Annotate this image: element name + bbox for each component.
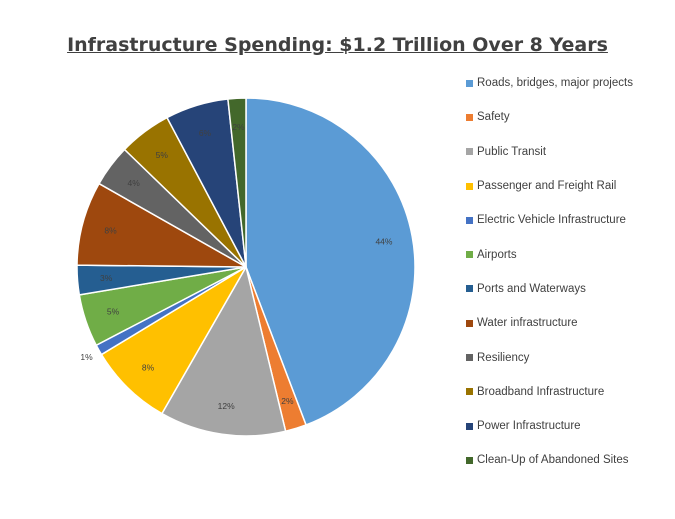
- legend-item-public-transit: Public Transit: [466, 135, 633, 169]
- legend-label: Water infrastructure: [477, 317, 578, 330]
- data-label-safety: 2%: [281, 396, 294, 406]
- legend-label: Passenger and Freight Rail: [477, 180, 617, 193]
- legend-label: Safety: [477, 111, 510, 124]
- data-label-clean-up-of-abandoned-sites: 2%: [232, 122, 245, 132]
- legend-item-airports: Airports: [466, 237, 633, 271]
- legend-item-passenger-and-freight-rail: Passenger and Freight Rail: [466, 169, 633, 203]
- legend-label: Roads, bridges, major projects: [477, 77, 633, 90]
- legend-label: Broadband Infrastructure: [477, 385, 605, 398]
- data-label-passenger-and-freight-rail: 8%: [142, 362, 155, 372]
- data-label-broadband-infrastructure: 5%: [156, 150, 169, 160]
- data-label-ports-and-waterways: 3%: [100, 273, 113, 283]
- data-label-electric-vehicle-infrastructure: 1%: [80, 352, 93, 362]
- legend-swatch: [466, 148, 473, 156]
- legend-label: Airports: [477, 248, 517, 261]
- legend-item-roads-bridges-major-projects: Roads, bridges, major projects: [466, 66, 633, 100]
- legend: Roads, bridges, major projects Safety Publ…: [466, 66, 633, 478]
- legend-label: Ports and Waterways: [477, 282, 586, 295]
- pie-slice-clean-up-of-abandoned-sites: [227, 97, 247, 268]
- legend-item-ports-and-waterways: Ports and Waterways: [466, 272, 633, 306]
- legend-item-clean-up-of-abandoned-sites: Clean-Up of Abandoned Sites: [466, 443, 633, 477]
- legend-label: Electric Vehicle Infrastructure: [477, 214, 626, 227]
- legend-swatch: [466, 79, 473, 87]
- legend-item-electric-vehicle-infrastructure: Electric Vehicle Infrastructure: [466, 203, 633, 237]
- legend-label: Resiliency: [477, 351, 530, 364]
- data-label-airports: 5%: [107, 307, 120, 317]
- data-label-water-infrastructure: 8%: [104, 225, 117, 235]
- legend-label: Clean-Up of Abandoned Sites: [477, 454, 629, 467]
- legend-swatch: [466, 319, 473, 327]
- legend-item-broadband-infrastructure: Broadband Infrastructure: [466, 375, 633, 409]
- legend-swatch: [466, 216, 473, 224]
- legend-label: Public Transit: [477, 145, 547, 158]
- legend-swatch: [466, 456, 473, 464]
- chart-title: Infrastructure Spending: $1.2 Trillion O…: [67, 34, 608, 56]
- legend-item-power-infrastructure: Power Infrastructure: [466, 409, 633, 443]
- data-label-resiliency: 4%: [128, 178, 141, 188]
- legend-swatch: [466, 422, 473, 430]
- legend-label: Power Infrastructure: [477, 420, 581, 433]
- legend-item-water-infrastructure: Water infrastructure: [466, 306, 633, 340]
- pie-slice-public-transit: [160, 264, 287, 437]
- legend-item-safety: Safety: [466, 100, 633, 134]
- legend-swatch: [466, 113, 473, 121]
- legend-swatch: [466, 182, 473, 190]
- legend-swatch: [466, 388, 473, 396]
- data-label-roads-bridges-major-projects: 44%: [375, 237, 392, 247]
- legend-swatch: [466, 354, 473, 362]
- legend-swatch: [466, 285, 473, 293]
- data-label-public-transit: 12%: [218, 401, 235, 411]
- legend-swatch: [466, 251, 473, 259]
- pie-slice-roads-bridges-major-projects: [245, 97, 416, 426]
- data-label-power-infrastructure: 6%: [199, 128, 212, 138]
- legend-item-resiliency: Resiliency: [466, 340, 633, 374]
